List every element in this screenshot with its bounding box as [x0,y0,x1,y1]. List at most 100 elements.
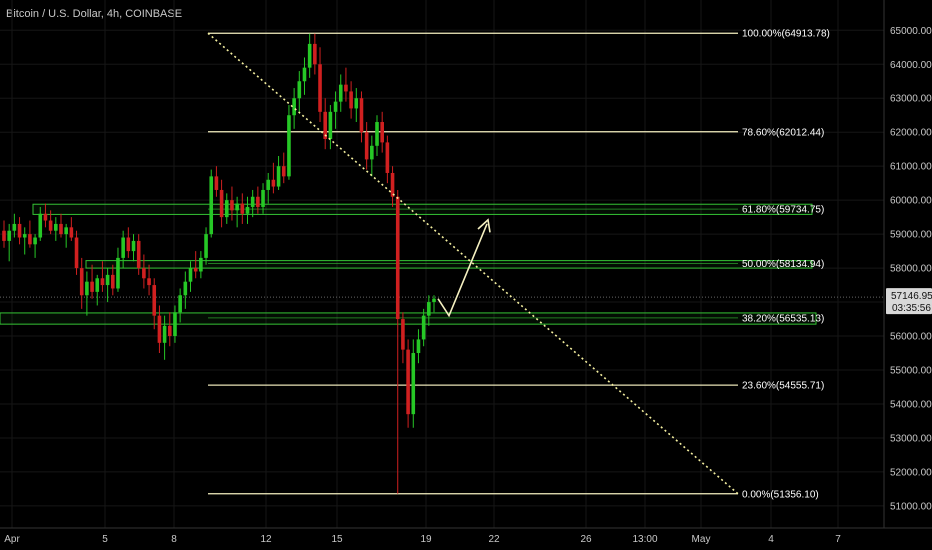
fib-label: 23.60%(54555.71) [742,381,824,392]
candle-body [427,302,431,316]
candle-body [411,353,416,415]
price-tick-label: 61000.00 [890,162,932,173]
candle-body [54,223,58,231]
time-tick-label: 12 [260,534,272,545]
price-tick-label: 64000.00 [890,60,932,71]
time-tick-label: 15 [331,534,343,545]
candle-body [142,268,146,279]
candle-body [271,179,276,187]
price-tick-label: 52000.00 [890,467,932,478]
candle-body [406,349,410,415]
price-tick-label: 65000.00 [890,26,932,37]
candle-body [69,227,74,238]
candle-body [432,298,436,303]
time-axis[interactable]: Apr 5 8 12 15 19 22 26 13:00 May 4 7 [0,527,932,545]
candle-body [199,257,203,272]
price-badge-bg [886,288,932,315]
candle-body [421,315,426,340]
price-tick-label: 63000.00 [890,94,932,105]
price-tick-label: 54000.00 [890,399,932,410]
candle-body [90,281,94,292]
fib-label: 100.00%(64913.78) [742,29,830,40]
price-tick-label: 56000.00 [890,332,932,343]
candle-body [302,67,307,82]
candle-body [250,196,255,207]
candle-body [64,227,68,235]
projection-arrow [437,223,488,318]
price-tick-label: 51000.00 [890,501,932,512]
time-tick-label: 8 [171,534,177,545]
candle-body [33,237,37,245]
candle-body [74,237,79,269]
candle-body [2,230,6,241]
candle-body [79,268,84,296]
candle-body [256,196,260,207]
candle-body [48,220,53,231]
candle-body [131,240,136,252]
candle-body [240,203,245,214]
time-tick-label: 22 [488,534,500,545]
candle-body [230,200,234,211]
candle-body [178,295,182,313]
candle-body [22,234,27,238]
candle-body [385,142,390,173]
time-tick-label: 7 [835,534,841,545]
candle-body [401,319,405,350]
price-axis[interactable]: 65000.00 64000.00 63000.00 62000.00 61000.00… [883,0,932,528]
candle-body [395,196,400,320]
trendline [207,32,739,495]
price-badge-value: 57146.95 [891,291,932,302]
candle-body [338,84,343,102]
candle-body [12,223,17,231]
candle-body [147,278,151,286]
candle-body [349,91,353,109]
candle-body [287,115,291,177]
candle-body [323,111,328,140]
candle-body [105,274,110,286]
fib-label: 78.60%(62012.44) [742,127,824,138]
candle-body [354,98,359,109]
candle-body [173,312,177,337]
candle-body [126,237,131,252]
candle-body [162,325,167,343]
candle-body [281,166,286,177]
candle-body [188,268,193,282]
candle-body [193,268,198,272]
candle-body [204,234,208,258]
candle-body [344,84,348,92]
candle-body [235,203,239,211]
time-tick-label: 13:00 [632,534,657,545]
time-tick-label: 4 [768,534,774,545]
candle-body [219,189,224,218]
candle-body [59,223,63,235]
candle-body [224,200,229,218]
candle-body [28,234,32,245]
candle-body [38,213,43,238]
candle-body [370,145,374,160]
arrow-head [477,218,491,233]
candle-body [100,278,105,286]
candle-body [297,81,302,99]
candle-body [85,281,89,296]
price-tick-label: 62000.00 [890,128,932,139]
fib-label: 50.00%(58134.94) [742,259,824,270]
candle-body [152,285,157,316]
candle-body [390,172,395,197]
candle-body [276,166,281,187]
candle-body [328,111,333,140]
candle-body [245,206,250,214]
fib-label: 38.20%(56535.13) [742,313,824,324]
candle-body [136,240,141,269]
candle-body [43,213,48,221]
fib-zone [0,312,817,325]
fib-levels: 100.00%(64913.78) 78.60%(62012.44) 61.80%(… [208,29,830,500]
candle-body [167,325,172,337]
candles [2,33,436,494]
time-tick-label: 26 [580,534,592,545]
fib-zones [0,203,817,325]
time-tick-label: May [692,534,711,545]
candle-body [416,339,421,354]
candle-body [313,43,317,65]
